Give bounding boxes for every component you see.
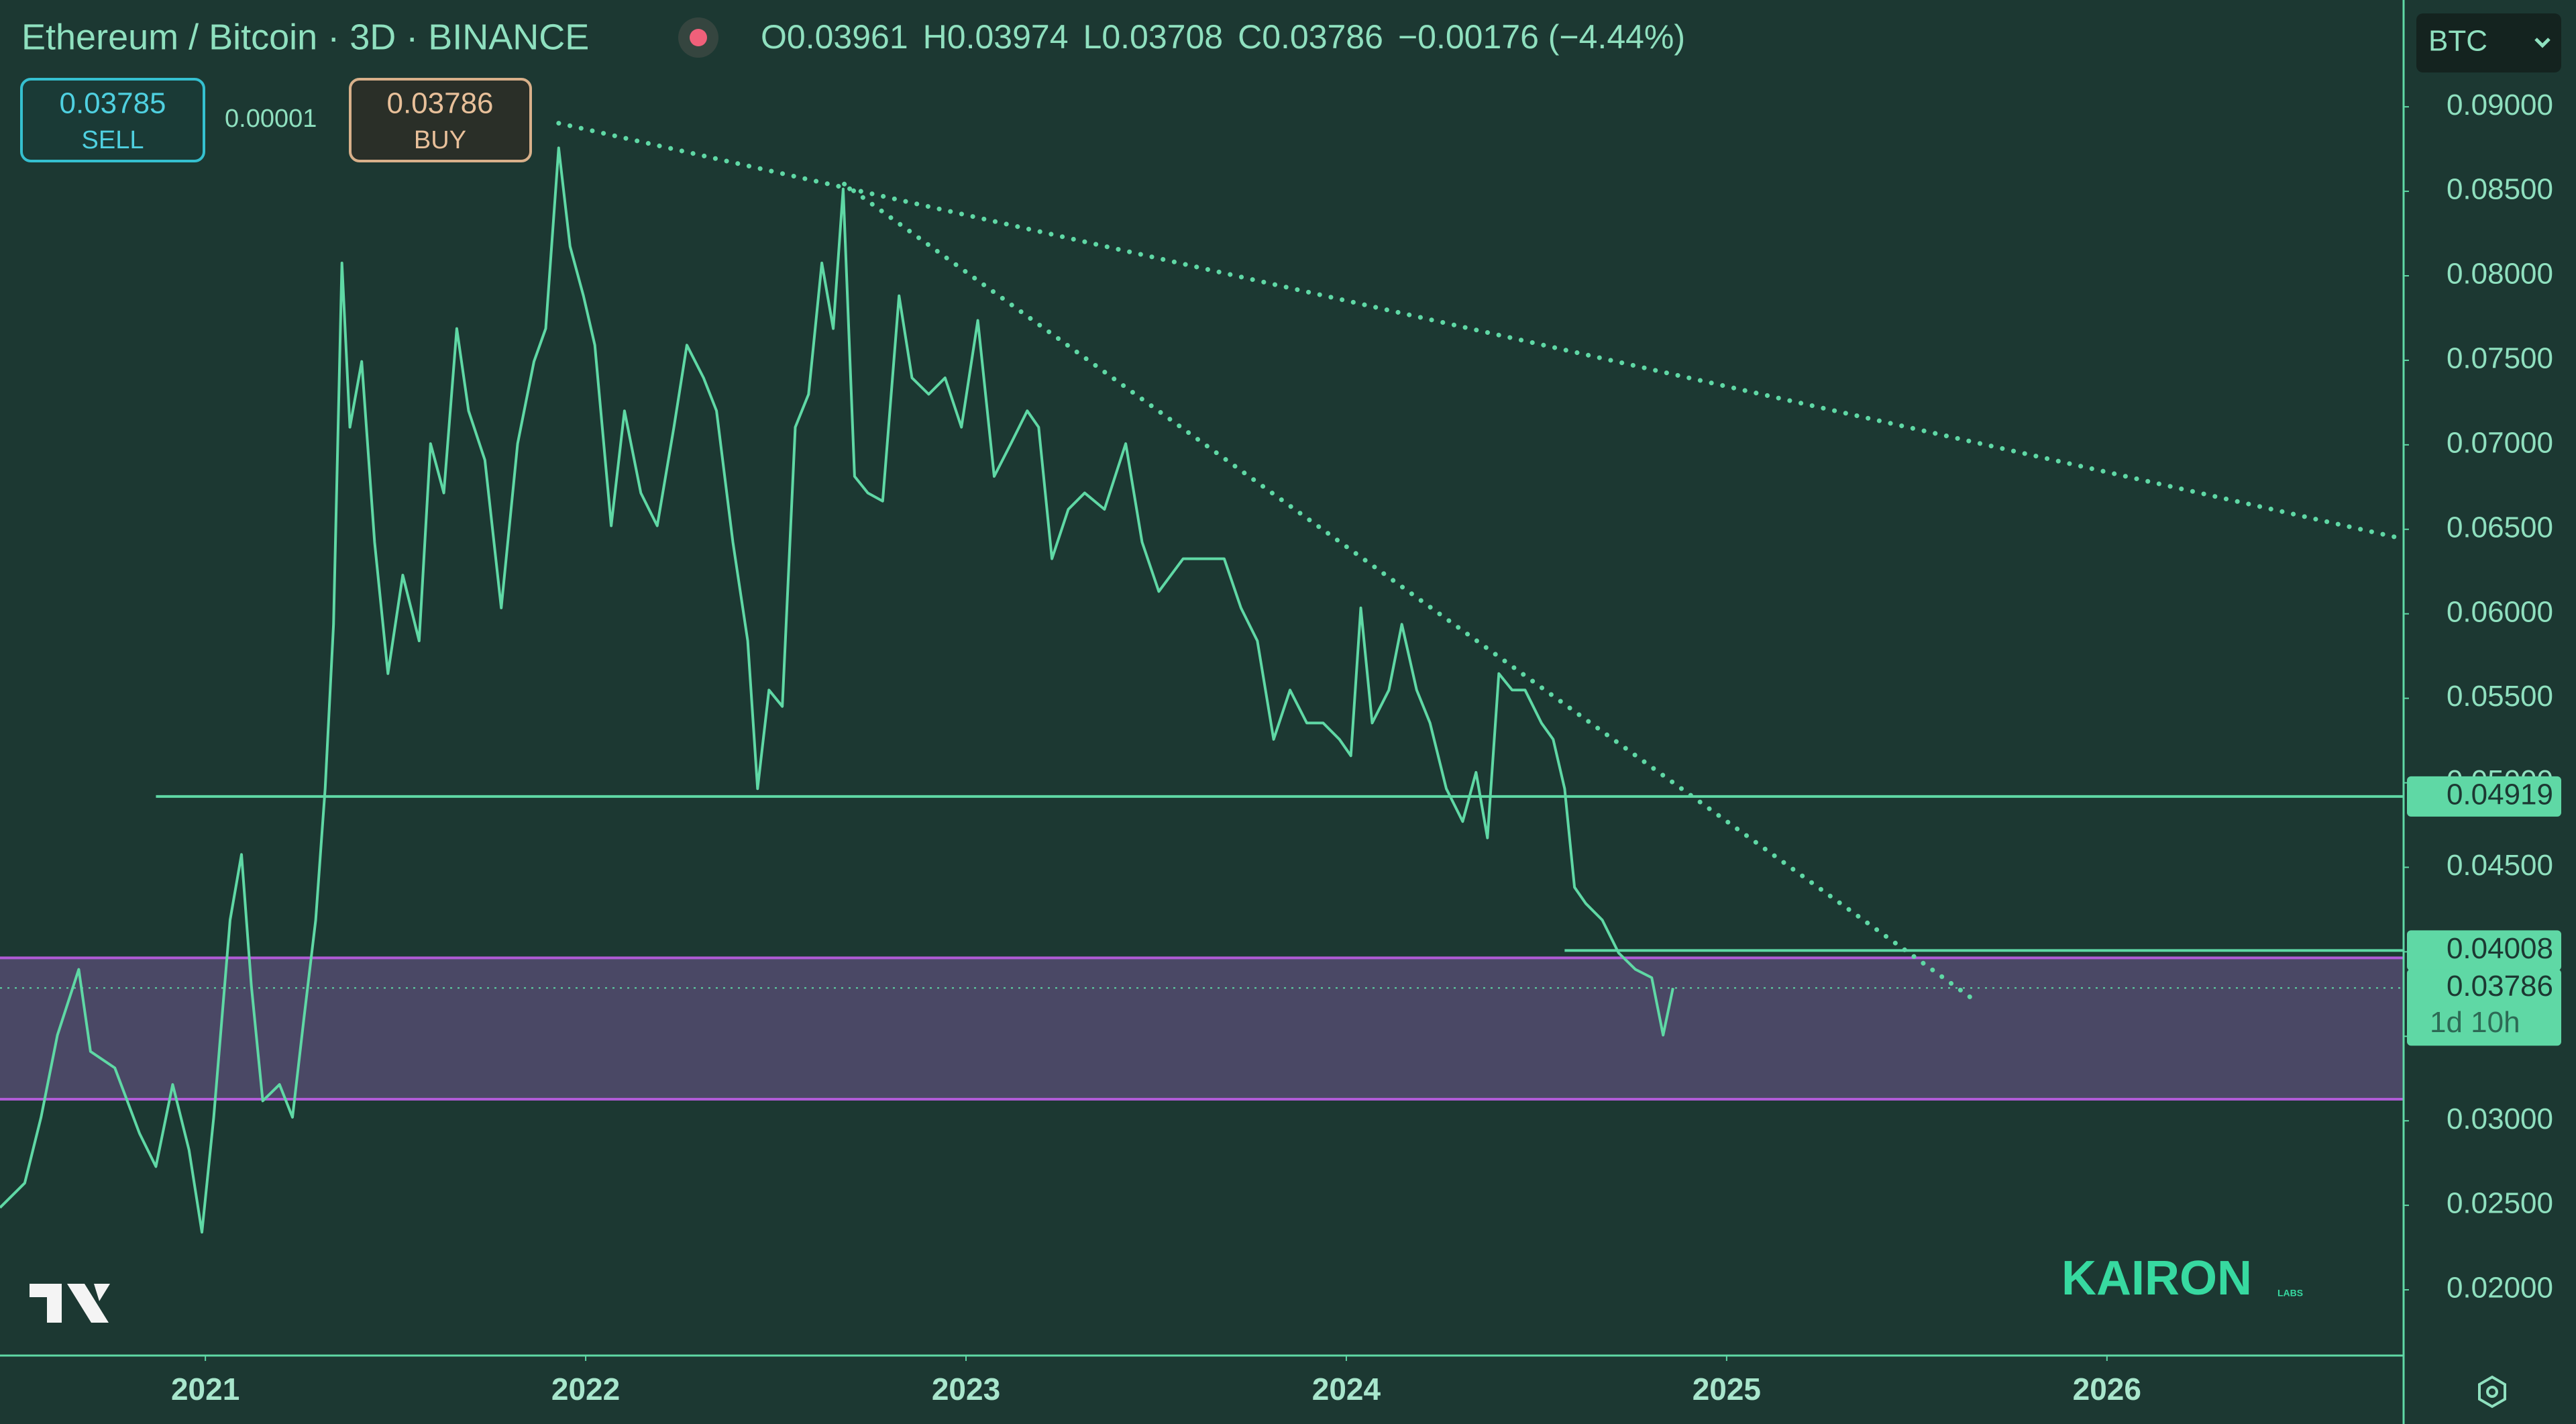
ohlc-value: 0.03708	[1102, 18, 1223, 56]
y-tick-label: 0.06000	[2447, 595, 2553, 628]
plot-area	[0, 121, 2404, 1234]
watermark-sub: LABS	[2277, 1288, 2303, 1299]
y-tick-label: 0.02000	[2447, 1272, 2553, 1305]
ohlc: O0.03961 H0.03974 L0.03708 C0.03786 −0.00176…	[761, 18, 1685, 56]
y-tick-label: 0.09000	[2447, 89, 2553, 121]
ohlc-key: L	[1083, 18, 1102, 56]
ohlc-key: C	[1238, 18, 1262, 56]
x-tick-label: 2023	[932, 1372, 1000, 1407]
sell-price[interactable]: 0.03785	[59, 87, 166, 120]
y-tick-label: 0.08500	[2447, 173, 2553, 206]
currency-label[interactable]: BTC	[2428, 25, 2487, 58]
y-tick-label: 0.06500	[2447, 511, 2553, 544]
last-price-label: 0.03786	[2447, 970, 2553, 1003]
x-tick-label: 2021	[171, 1372, 239, 1407]
watermark-brand: KAIRON	[2061, 1252, 2252, 1305]
spread: 0.00001	[225, 105, 317, 133]
sell-button[interactable]	[20, 78, 205, 162]
chevron[interactable]	[2534, 38, 2551, 48]
buy-button[interactable]	[349, 78, 532, 162]
ohlc-key: O	[761, 18, 787, 56]
zone	[0, 958, 2404, 1099]
sell-label[interactable]: SELL	[82, 126, 144, 154]
y-tick-label: 0.03000	[2447, 1103, 2553, 1135]
trendline	[842, 181, 1980, 1005]
ohlc-key: H	[923, 18, 947, 56]
x-tick-label: 2025	[1693, 1372, 1761, 1407]
ohlc-value: 0.03974	[947, 18, 1069, 56]
ohlc-value: 0.03786	[1262, 18, 1383, 56]
x-tick-label: 2022	[551, 1372, 620, 1407]
x-tick-label: 2024	[1312, 1372, 1381, 1407]
level-label-box	[2407, 776, 2561, 817]
settings-icon[interactable]	[2478, 1375, 2506, 1409]
last-price-box	[2407, 969, 2561, 1046]
level-label: 0.04919	[2447, 778, 2553, 811]
y-tick-label: 0.07500	[2447, 342, 2553, 375]
tradingview-logo[interactable]	[30, 1284, 110, 1323]
y-tick-label: 0.02500	[2447, 1187, 2553, 1220]
price-line	[0, 146, 1674, 1234]
settings-icon-center[interactable]	[2486, 1386, 2498, 1398]
ohlc-value: 0.03961	[787, 18, 908, 56]
countdown: 1d 10h	[2430, 1006, 2520, 1039]
axes: 0.020000.025000.030000.035000.040000.045…	[171, 89, 2561, 1407]
change: −0.00176 (−4.44%)	[1398, 18, 1685, 56]
y-tick-label: 0.05500	[2447, 680, 2553, 713]
status-dot	[690, 29, 707, 46]
y-tick-label: 0.08000	[2447, 258, 2553, 291]
buy-label[interactable]: BUY	[414, 126, 466, 154]
symbol-title: Ethereum / Bitcoin · 3D · BINANCE	[21, 17, 589, 57]
y-tick-label: 0.07000	[2447, 426, 2553, 459]
level-label-box	[2407, 930, 2561, 971]
buy-price[interactable]: 0.03786	[386, 87, 493, 120]
x-tick-label: 2026	[2073, 1372, 2141, 1407]
level-label: 0.04008	[2447, 932, 2553, 965]
y-tick-label: 0.04500	[2447, 849, 2553, 882]
currency-select[interactable]	[2416, 13, 2561, 72]
